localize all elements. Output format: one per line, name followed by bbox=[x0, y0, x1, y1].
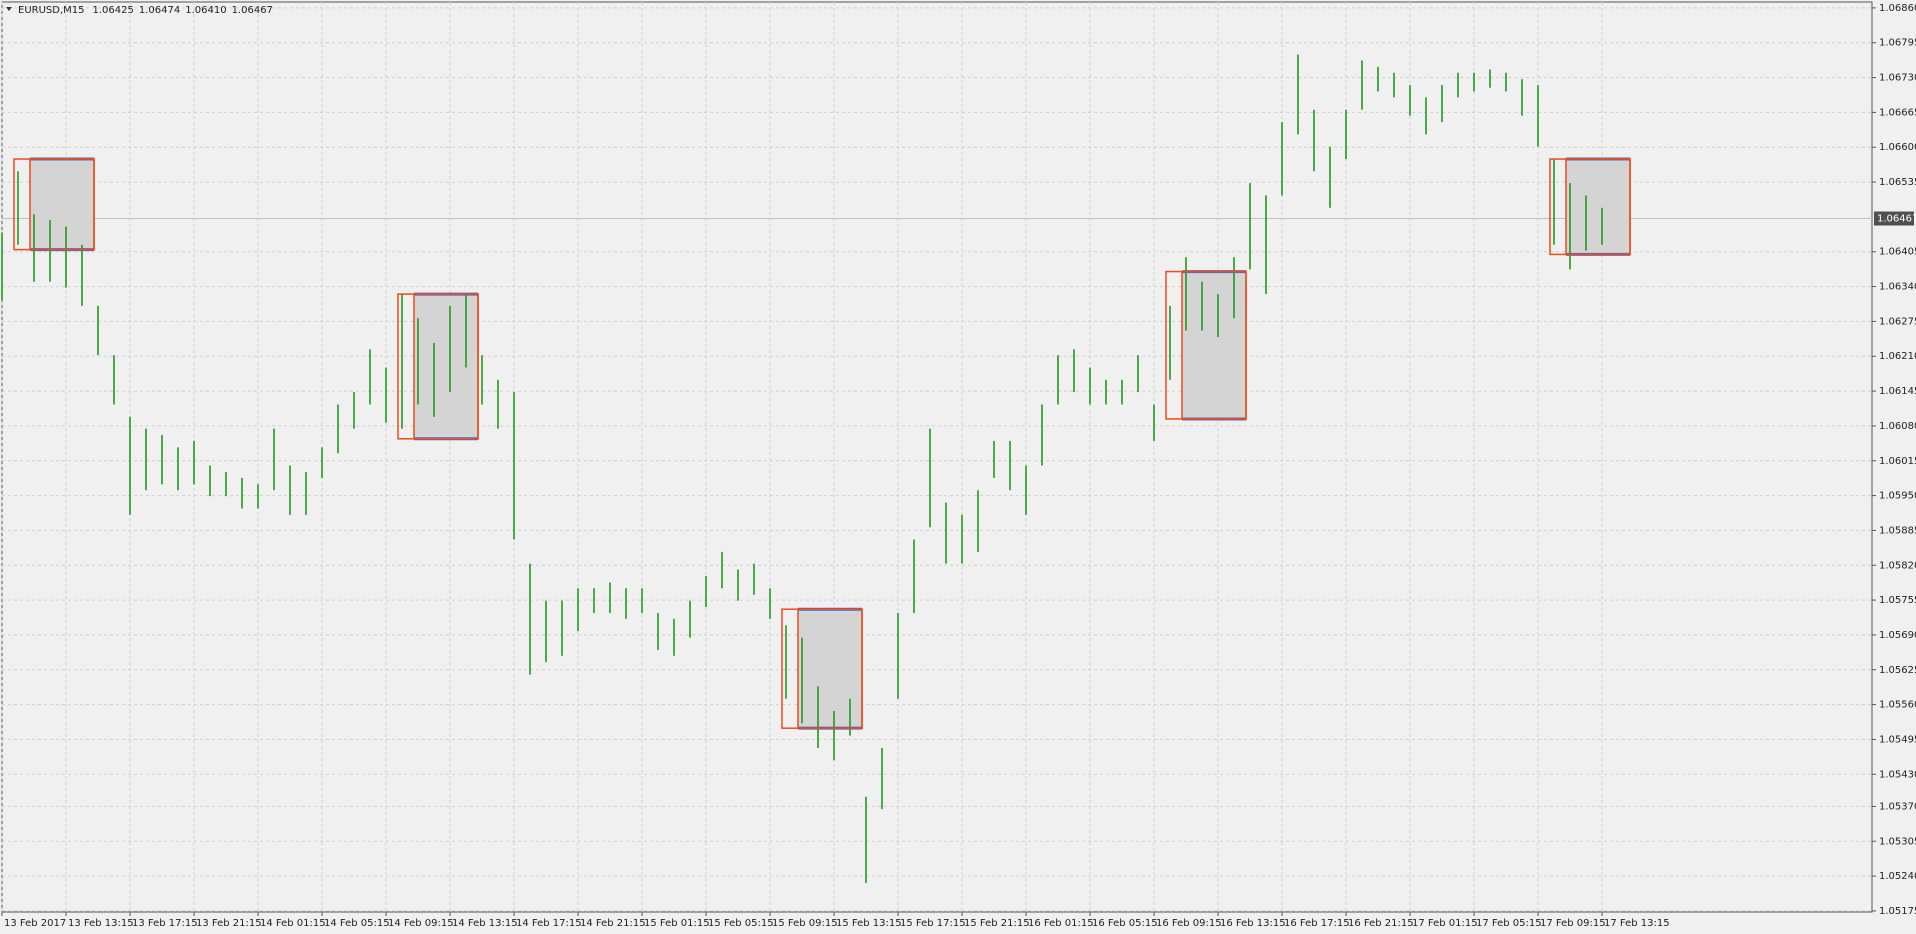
y-tick-label: 1.05885 bbox=[1879, 525, 1916, 536]
open: 1.06425 bbox=[92, 5, 133, 16]
plot-frame bbox=[1, 1, 1873, 913]
y-tick-label: 1.05370 bbox=[1879, 801, 1916, 812]
x-tick-label: 14 Feb 05:15 bbox=[324, 918, 390, 929]
y-tick-label: 1.06405 bbox=[1879, 247, 1916, 258]
x-tick-label: 16 Feb 09:15 bbox=[1156, 918, 1222, 929]
y-tick-label: 1.05175 bbox=[1879, 906, 1916, 917]
zone-fill bbox=[414, 294, 478, 439]
x-tick-label: 13 Feb 17:15 bbox=[132, 918, 198, 929]
menu-icon[interactable] bbox=[6, 7, 12, 11]
x-tick-label: 15 Feb 17:15 bbox=[900, 918, 966, 929]
y-tick-label: 1.05690 bbox=[1879, 630, 1916, 641]
x-tick-label: 15 Feb 21:15 bbox=[964, 918, 1030, 929]
zone-fill bbox=[30, 159, 94, 250]
y-tick-label: 1.05755 bbox=[1879, 595, 1916, 606]
y-tick-label: 1.06080 bbox=[1879, 421, 1916, 432]
y-tick-label: 1.06145 bbox=[1879, 386, 1916, 397]
y-tick-label: 1.06600 bbox=[1879, 142, 1916, 153]
y-tick-label: 1.06340 bbox=[1879, 282, 1916, 293]
x-tick-label: 16 Feb 17:15 bbox=[1284, 918, 1350, 929]
low: 1.06410 bbox=[185, 5, 226, 16]
x-tick-label: 15 Feb 09:15 bbox=[772, 918, 838, 929]
zone-outline bbox=[1181, 270, 1247, 420]
x-tick-label: 15 Feb 13:15 bbox=[836, 918, 902, 929]
close: 1.06467 bbox=[232, 5, 273, 16]
x-tick-label: 16 Feb 01:15 bbox=[1028, 918, 1094, 929]
zone-outline bbox=[29, 158, 95, 251]
x-tick-label: 16 Feb 21:15 bbox=[1348, 918, 1414, 929]
x-tick-label: 14 Feb 17:15 bbox=[516, 918, 582, 929]
x-tick-label: 14 Feb 09:15 bbox=[388, 918, 454, 929]
y-tick-label: 1.06730 bbox=[1879, 73, 1916, 84]
y-tick-label: 1.06210 bbox=[1879, 351, 1916, 362]
y-tick-label: 1.05950 bbox=[1879, 491, 1916, 502]
x-tick-label: 15 Feb 01:15 bbox=[644, 918, 710, 929]
x-tick-label: 17 Feb 13:15 bbox=[1604, 918, 1670, 929]
y-tick-label: 1.06535 bbox=[1879, 177, 1916, 188]
y-tick-label: 1.06015 bbox=[1879, 456, 1916, 467]
y-tick-label: 1.06275 bbox=[1879, 316, 1916, 327]
x-tick-label: 14 Feb 01:15 bbox=[260, 918, 326, 929]
zone-outline bbox=[413, 293, 479, 440]
x-tick-label: 16 Feb 05:15 bbox=[1092, 918, 1158, 929]
x-tick-label: 13 Feb 2017 bbox=[4, 918, 66, 929]
high: 1.06474 bbox=[139, 5, 180, 16]
y-tick-label: 1.06795 bbox=[1879, 38, 1916, 49]
x-tick-label: 13 Feb 13:15 bbox=[68, 918, 134, 929]
marks bbox=[1, 54, 1631, 884]
x-tick-label: 17 Feb 05:15 bbox=[1476, 918, 1542, 929]
y-tick-label: 1.06860 bbox=[1879, 3, 1916, 14]
zone-fill bbox=[798, 609, 862, 729]
zone-outline bbox=[797, 608, 863, 729]
x-tick-label: 17 Feb 09:15 bbox=[1540, 918, 1606, 929]
y-tick-label: 1.05240 bbox=[1879, 871, 1916, 882]
y-tick-label: 1.05820 bbox=[1879, 560, 1916, 571]
x-tick-label: 16 Feb 13:15 bbox=[1220, 918, 1286, 929]
zone-outline bbox=[1565, 158, 1631, 256]
chart-header: EURUSD,M15 1.06425 1.06474 1.06410 1.06467 bbox=[18, 5, 273, 16]
y-tick-label: 1.05495 bbox=[1879, 734, 1916, 745]
x-tick-label: 17 Feb 01:15 bbox=[1412, 918, 1478, 929]
x-tick-label: 13 Feb 21:15 bbox=[196, 918, 262, 929]
zone-fill bbox=[1566, 159, 1630, 255]
x-tick-label: 14 Feb 13:15 bbox=[452, 918, 518, 929]
symbol: EURUSD,M15 bbox=[18, 5, 84, 16]
x-tick-label: 15 Feb 05:15 bbox=[708, 918, 774, 929]
y-tick-label: 1.05305 bbox=[1879, 836, 1916, 847]
y-tick-label: 1.05625 bbox=[1879, 665, 1916, 676]
y-tick-label: 1.06665 bbox=[1879, 107, 1916, 118]
y-tick-label: 1.05560 bbox=[1879, 700, 1916, 711]
y-tick-label: 1.05430 bbox=[1879, 769, 1916, 780]
x-tick-label: 14 Feb 21:15 bbox=[580, 918, 646, 929]
price-tag: 1.06467 bbox=[1877, 214, 1916, 225]
price-tag-box bbox=[1874, 211, 1914, 226]
zone-fill bbox=[1182, 271, 1246, 419]
